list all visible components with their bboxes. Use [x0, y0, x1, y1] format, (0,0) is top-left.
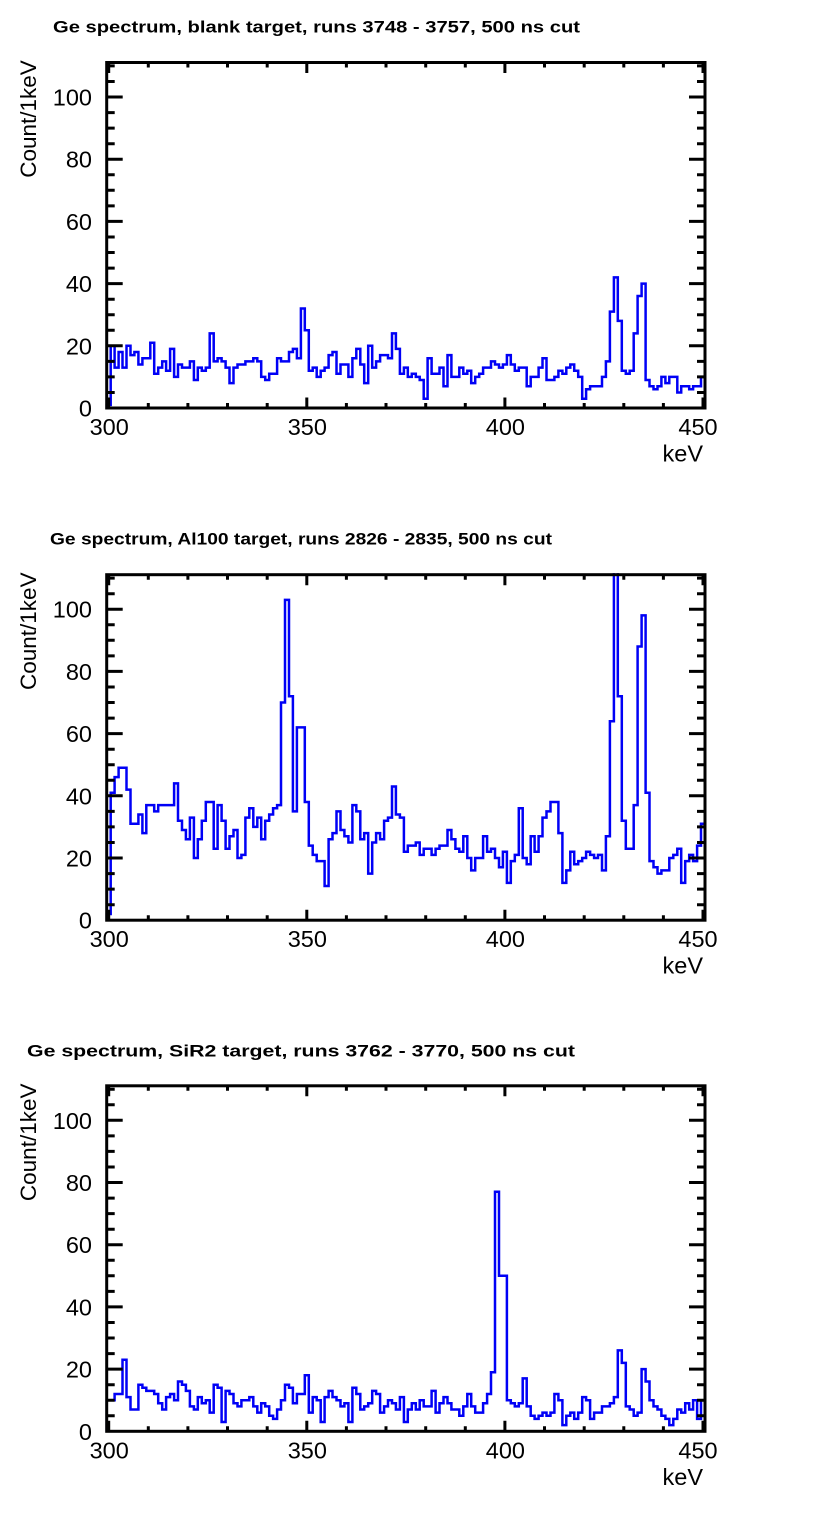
svg-text:300: 300 [90, 414, 129, 440]
svg-text:keV: keV [663, 441, 704, 467]
svg-text:450: 450 [678, 414, 717, 440]
svg-text:40: 40 [66, 271, 92, 297]
svg-text:keV: keV [663, 1464, 704, 1490]
svg-text:60: 60 [66, 1232, 92, 1258]
svg-text:20: 20 [66, 333, 92, 359]
svg-text:60: 60 [66, 209, 92, 235]
svg-text:350: 350 [288, 1437, 327, 1463]
svg-text:400: 400 [486, 1437, 525, 1463]
svg-text:80: 80 [66, 1170, 92, 1196]
svg-text:0: 0 [79, 1419, 92, 1445]
svg-text:40: 40 [66, 1294, 92, 1320]
svg-text:80: 80 [66, 147, 92, 173]
svg-text:20: 20 [66, 846, 92, 872]
svg-text:20: 20 [66, 1357, 92, 1383]
svg-text:Count/1keV: Count/1keV [16, 572, 41, 690]
svg-text:300: 300 [90, 1437, 129, 1463]
svg-text:100: 100 [53, 597, 92, 623]
svg-text:60: 60 [66, 721, 92, 747]
svg-text:Ge spectrum, Al100 target, run: Ge spectrum, Al100 target, runs 2826 - 2… [50, 530, 552, 549]
svg-text:0: 0 [79, 908, 92, 934]
svg-text:Ge spectrum, blank target, run: Ge spectrum, blank target, runs 3748 - 3… [53, 18, 580, 37]
svg-text:350: 350 [288, 926, 327, 952]
svg-text:Ge spectrum, SiR2 target, runs: Ge spectrum, SiR2 target, runs 3762 - 37… [27, 1041, 575, 1060]
svg-text:keV: keV [663, 953, 704, 979]
svg-text:350: 350 [288, 414, 327, 440]
svg-text:450: 450 [678, 1437, 717, 1463]
svg-text:300: 300 [90, 926, 129, 952]
svg-text:0: 0 [79, 396, 92, 422]
svg-text:100: 100 [53, 1108, 92, 1134]
svg-text:450: 450 [678, 926, 717, 952]
svg-text:80: 80 [66, 659, 92, 685]
svg-text:400: 400 [486, 926, 525, 952]
svg-text:40: 40 [66, 783, 92, 809]
svg-text:100: 100 [53, 85, 92, 111]
svg-text:400: 400 [486, 414, 525, 440]
svg-text:Count/1keV: Count/1keV [16, 1084, 41, 1202]
svg-text:Count/1keV: Count/1keV [16, 60, 41, 178]
